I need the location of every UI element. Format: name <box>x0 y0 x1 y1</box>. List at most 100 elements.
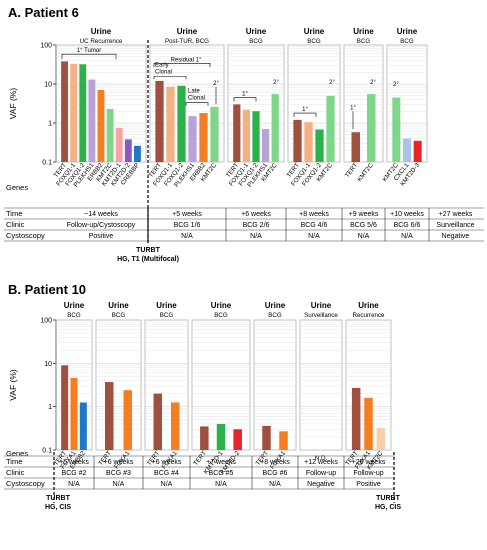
turbt-label: TURBT <box>136 247 160 254</box>
cell-clinic: BCG #2 <box>62 470 87 477</box>
cell-clinic: Surveillance <box>436 222 474 229</box>
turbt-right-label: TURBT <box>376 495 400 502</box>
cell-clinic: BCG 6/6 <box>394 222 421 229</box>
cell-clinic: BCG #4 <box>154 470 179 477</box>
row-label-genes: Genes <box>6 183 28 192</box>
group-header: Urine <box>311 301 332 310</box>
group-subheader: BCG <box>307 38 321 45</box>
group-subheader: BCG <box>214 312 228 319</box>
group-header: Urine <box>358 301 379 310</box>
bar-tert <box>233 104 241 162</box>
cell-clinic: BCG 5/6 <box>350 222 377 229</box>
bar-tert <box>105 382 114 450</box>
group-subheader: BCG <box>249 38 263 45</box>
cell-time: +5 weeks <box>172 211 202 218</box>
group-subheader: BCG <box>268 312 282 319</box>
secondary-label: 2° <box>273 80 279 86</box>
cell-cystoscopy: N/A <box>161 481 173 488</box>
cell-clinic: BCG 1/6 <box>174 222 201 229</box>
bar-kmt2c <box>106 108 114 162</box>
bar-kmt2c <box>367 94 376 162</box>
bar-foxa1 <box>364 397 373 450</box>
y-tick-label: 1 <box>48 121 52 128</box>
bar-kmt2c <box>326 95 335 162</box>
group-header: Urine <box>156 301 177 310</box>
cell-time: +9 weeks <box>349 211 379 218</box>
panel-a-title: A. Patient 6 <box>8 5 79 20</box>
primary-bracket <box>293 112 317 118</box>
turbt-detail: HG, T1 (Multifocal) <box>117 256 179 263</box>
bar-cxcl1 <box>403 138 411 162</box>
primary-label: 1° <box>242 92 248 98</box>
row-label-clinic: Clinic <box>6 468 25 477</box>
bar-kmt2c <box>210 106 219 162</box>
bar-foxq1-1 <box>70 63 78 163</box>
cell-time: +26 weeks <box>352 459 386 466</box>
bar-plekhs1 <box>262 129 270 162</box>
bar-kmt2c <box>392 97 401 162</box>
group-header: Urine <box>64 301 85 310</box>
first-tumor-bracket <box>61 53 117 60</box>
row-label-clinic: Clinic <box>6 220 25 229</box>
group-subheader: Surveillance <box>304 312 338 319</box>
late-clonal-label-2: Clonal <box>188 96 205 102</box>
cell-cystoscopy: Negative <box>442 233 470 240</box>
panel-b-title: B. Patient 10 <box>8 282 86 297</box>
bar-tert <box>153 393 162 450</box>
gene-label: KMT2C <box>356 162 375 183</box>
y-tick-label: 100 <box>40 318 52 325</box>
bar-kmt2d-1 <box>115 127 123 162</box>
bar-kmt2d-1 <box>216 423 226 450</box>
bar-tert <box>200 426 209 450</box>
group-header: Urine <box>91 27 112 36</box>
cell-time: +6 weeks <box>152 459 182 466</box>
cell-cystoscopy: Negative <box>307 481 335 488</box>
y-tick-label: 0.1 <box>42 160 52 167</box>
group-header: Urine <box>397 27 418 36</box>
bar-foxa1 <box>123 390 132 450</box>
bar-foxa1 <box>171 402 180 450</box>
primary-label: 1° <box>302 107 308 113</box>
turbt-left-label: TURBT <box>46 495 70 502</box>
bar-kmt2d-3 <box>413 140 422 162</box>
row-label-genes: Genes <box>6 449 28 458</box>
group-subheader: BCG <box>67 312 81 319</box>
cell-clinic: Follow-up <box>353 470 383 477</box>
cell-time: +10 weeks <box>390 211 424 218</box>
cell-clinic: BCG #3 <box>106 470 131 477</box>
cell-time: +7 weeks <box>206 459 236 466</box>
cell-cystoscopy: N/A <box>181 233 193 240</box>
cell-time: +12 weeks <box>304 459 338 466</box>
not-detected-label: N.D. <box>315 455 328 462</box>
row-label-time: Time <box>6 209 22 218</box>
group-header: Urine <box>211 301 232 310</box>
cell-time: +8 weeks <box>299 211 329 218</box>
residual-label: Residual 1° <box>171 57 202 63</box>
group-subheader: BCG <box>160 312 174 319</box>
bar-foxq1-2 <box>79 64 87 162</box>
residual-bracket <box>153 62 211 68</box>
bar-erbb2 <box>97 90 105 162</box>
group-frame <box>144 319 189 451</box>
bar-tert <box>293 119 302 162</box>
y-tick-label: 10 <box>44 361 52 368</box>
cell-cystoscopy: N/A <box>358 233 370 240</box>
bar-kmt2c <box>376 428 386 450</box>
cell-cystoscopy: N/A <box>113 481 125 488</box>
cell-cystoscopy: N/A <box>269 481 281 488</box>
turbt-right-detail: HG, CIS <box>375 504 401 511</box>
bar-foxq1-1 <box>166 86 175 162</box>
group-frame <box>343 44 384 163</box>
bar-plekhs1 <box>88 79 96 162</box>
bar-crebbp <box>134 145 141 162</box>
cell-time: +6 weeks <box>104 459 134 466</box>
group-frame <box>95 319 142 451</box>
early-clonal-label-2: Clonal <box>155 69 172 75</box>
first-tumor-label: 1° Tumor <box>77 48 101 54</box>
bar-foxq1-1 <box>242 109 250 162</box>
bar-foxq1-2 <box>177 85 186 162</box>
group-header: Urine <box>304 27 325 36</box>
cell-cystoscopy: N/A <box>401 233 413 240</box>
cell-clinic: Follow-up/Cystoscopy <box>67 222 136 229</box>
